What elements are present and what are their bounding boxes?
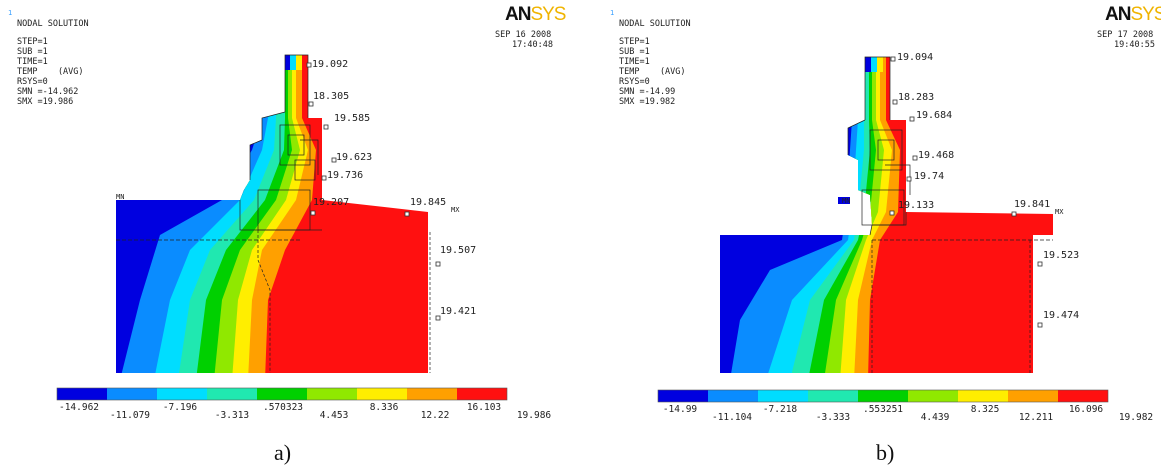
info-sub: SUB =1 <box>619 47 650 57</box>
plot-title: NODAL SOLUTION <box>619 19 691 29</box>
node-value: 19.523 <box>1043 250 1080 261</box>
info-smn: SMN =-14.962 <box>17 87 79 97</box>
node-value: 19.092 <box>312 59 349 70</box>
legend-tick: 4.439 <box>920 412 950 423</box>
legend-tick: 16.103 <box>466 402 502 413</box>
legend-tick: -11.104 <box>711 412 753 423</box>
node-value: 19.684 <box>916 110 953 121</box>
mx-label: MX <box>451 206 460 214</box>
plot-time: 19:40:55 <box>1114 40 1155 50</box>
legend-tick: -14.962 <box>58 402 100 413</box>
legend-tick: .553251 <box>862 404 904 415</box>
panel-caption: a) <box>274 440 292 465</box>
legend-tick: -7.196 <box>162 402 198 413</box>
index-mark: 1 <box>8 9 13 17</box>
info-sub: SUB =1 <box>17 47 48 57</box>
node-value: 19.133 <box>898 200 935 211</box>
legend-bar-b <box>657 389 1109 403</box>
node-value: 19.845 <box>410 197 447 208</box>
legend-tick: 19.982 <box>1118 412 1154 423</box>
legend-tick: .570323 <box>262 402 304 413</box>
node-value: 19.736 <box>327 170 364 181</box>
node-value: 19.207 <box>313 197 350 208</box>
ansys-logo: ANSYS <box>505 4 566 25</box>
node-value: 19.468 <box>918 150 955 161</box>
plot-date: SEP 17 2008 <box>1097 30 1154 40</box>
info-time: TIME=1 <box>619 57 650 67</box>
info-smx: SMX =19.982 <box>619 97 676 107</box>
legend-tick: -7.218 <box>762 404 798 415</box>
info-time: TIME=1 <box>17 57 48 67</box>
info-smn: SMN =-14.99 <box>619 87 676 97</box>
info-rsys: RSYS=0 <box>17 77 48 87</box>
legend-tick: -3.313 <box>214 410 250 421</box>
index-mark: 1 <box>610 9 615 17</box>
node-value: 19.094 <box>897 52 934 63</box>
panel-caption: b) <box>876 440 895 465</box>
legend-tick: -11.079 <box>109 410 151 421</box>
temperature-field-a <box>56 54 508 401</box>
mn-label: MN <box>116 193 125 201</box>
ansys-logo: ANSYS <box>1105 4 1161 25</box>
info-smx: SMX =19.986 <box>17 97 74 107</box>
node-value: 19.841 <box>1014 199 1051 210</box>
legend-tick: 16.096 <box>1068 404 1104 415</box>
legend-tick: 8.336 <box>369 402 399 413</box>
node-value: 19.421 <box>440 306 477 317</box>
legend-tick: 8.325 <box>970 404 1000 415</box>
node-value: 19.623 <box>336 152 373 163</box>
node-value: 19.507 <box>440 245 477 256</box>
plot-time: 17:40:48 <box>512 40 553 50</box>
legend-tick: -3.333 <box>815 412 851 423</box>
legend-tick: 12.22 <box>420 410 450 421</box>
legend-tick: 19.986 <box>516 410 552 421</box>
node-value: 19.585 <box>334 113 371 124</box>
info-rsys: RSYS=0 <box>619 77 650 87</box>
mx-label: MX <box>1055 208 1064 216</box>
node-value: 18.305 <box>313 91 350 102</box>
plot-date: SEP 16 2008 <box>495 30 552 40</box>
info-step: STEP=1 <box>17 37 48 47</box>
temperature-field-b <box>657 56 1109 403</box>
legend-tick: 12.211 <box>1018 412 1054 423</box>
node-value: 19.74 <box>914 171 945 182</box>
panel-a: 1 NODAL SOLUTION STEP=1 SUB =1 TIME=1 TE… <box>0 0 580 471</box>
legend-bar-a <box>56 387 508 401</box>
mn-label: MN <box>842 197 851 205</box>
legend-tick: 4.453 <box>319 410 349 421</box>
legend-tick: -14.99 <box>662 404 698 415</box>
info-temp: TEMP (AVG) <box>619 67 686 77</box>
plot-title: NODAL SOLUTION <box>17 19 89 29</box>
info-temp: TEMP (AVG) <box>17 67 84 77</box>
panel-b: 1 NODAL SOLUTION STEP=1 SUB =1 TIME=1 TE… <box>580 0 1161 471</box>
node-value: 18.283 <box>898 92 935 103</box>
info-step: STEP=1 <box>619 37 650 47</box>
node-value: 19.474 <box>1043 310 1080 321</box>
